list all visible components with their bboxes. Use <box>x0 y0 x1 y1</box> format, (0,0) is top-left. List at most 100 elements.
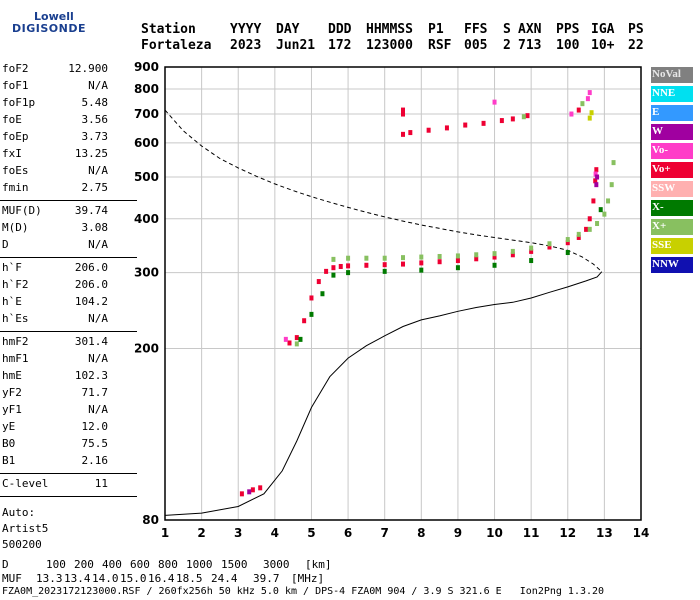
param-name: foEs <box>2 164 29 177</box>
auto-info-line: 500200 <box>2 538 42 551</box>
x-tick-label: 6 <box>344 526 352 540</box>
echo-mark <box>547 244 552 250</box>
muf-value: 13.4 <box>64 572 91 585</box>
x-tick-label: 7 <box>381 526 389 540</box>
echo-mark <box>529 245 534 251</box>
header-value: 005 <box>464 38 488 53</box>
header-value: 10+ <box>591 38 615 53</box>
echo-mark <box>444 125 449 131</box>
header-value: 100 <box>556 38 580 53</box>
param-value: 11 <box>94 477 108 490</box>
param-name: B0 <box>2 437 16 450</box>
echo-mark <box>580 101 585 107</box>
echo-mark <box>250 487 255 493</box>
header-value: 123000 <box>366 38 413 53</box>
echo-mark <box>320 291 325 297</box>
header-label: PS <box>628 22 644 37</box>
distance-row-label: D <box>2 558 9 571</box>
param-name: h`E <box>2 295 22 308</box>
echo-mark <box>510 252 515 258</box>
echo-mark <box>510 248 515 254</box>
header-label: P1 <box>428 22 444 37</box>
echo-mark <box>492 254 497 260</box>
section-divider <box>0 473 137 474</box>
echo-mark <box>298 336 303 342</box>
muf-row-label: MUF <box>2 572 22 585</box>
header-value: 2023 <box>230 38 262 53</box>
legend-entry: E <box>651 105 693 121</box>
echo-mark <box>474 252 479 258</box>
echo-mark <box>258 485 263 491</box>
echo-mark <box>593 178 598 184</box>
echo-mark <box>346 263 351 269</box>
distance-value: 400 <box>102 558 122 571</box>
echo-mark <box>565 250 570 256</box>
plot-frame <box>164 66 642 521</box>
param-name: hmF1 <box>2 352 29 365</box>
header-label: YYYY <box>230 22 262 37</box>
param-name: yF2 <box>2 386 22 399</box>
param-value: 3.73 <box>81 130 109 143</box>
header-value: Jun21 <box>276 38 316 53</box>
echo-mark <box>481 120 486 126</box>
param-value: 102.3 <box>74 369 108 382</box>
distance-value: 100 <box>46 558 66 571</box>
x-tick-label: 9 <box>454 526 462 540</box>
param-value: 5.48 <box>81 96 109 109</box>
muf-value: 13.3 <box>36 572 63 585</box>
legend-entry: Vo+ <box>651 162 693 178</box>
param-name: foF1p <box>2 96 36 109</box>
echo-mark <box>364 255 369 261</box>
echo-mark <box>565 240 570 246</box>
header-label: S <box>503 22 511 37</box>
echo-mark <box>426 127 431 133</box>
x-tick-label: 3 <box>234 526 242 540</box>
param-value: 3.08 <box>81 221 109 234</box>
echo-mark <box>594 167 599 173</box>
header-label: IGA <box>591 22 615 37</box>
echo-mark <box>576 234 581 240</box>
echo-mark <box>401 111 405 117</box>
echo-mark <box>346 255 351 261</box>
header-label: Station <box>141 22 196 37</box>
echo-mark <box>584 226 589 232</box>
echo-mark <box>598 207 603 213</box>
echo-mark <box>283 336 288 342</box>
y-tick-label: 700 <box>134 107 159 121</box>
echo-mark <box>294 341 299 347</box>
param-value: N/A <box>88 312 108 325</box>
echo-mark <box>587 115 592 121</box>
echo-mark <box>455 265 460 271</box>
param-value: 75.5 <box>81 437 109 450</box>
param-value: 301.4 <box>74 335 108 348</box>
x-tick-label: 8 <box>417 526 425 540</box>
distance-value: 200 <box>74 558 94 571</box>
echo-mark <box>602 211 607 217</box>
header-value: 713 <box>518 38 542 53</box>
legend-entry: X- <box>651 200 693 216</box>
echo-mark <box>382 255 387 261</box>
echo-mark <box>382 262 387 268</box>
param-name: C-level <box>2 477 49 490</box>
echo-mark <box>576 231 581 237</box>
echo-mark <box>455 258 460 264</box>
legend-entry: Vo- <box>651 143 693 159</box>
muf-unit: [MHz] <box>291 572 325 585</box>
echo-mark <box>499 118 504 124</box>
echo-mark <box>606 198 611 204</box>
param-value: 206.0 <box>74 261 108 274</box>
legend-label: SSW <box>652 182 676 194</box>
param-name: hmF2 <box>2 335 29 348</box>
header-label: DDD <box>328 22 352 37</box>
header-label: PPS <box>556 22 580 37</box>
logo-digisonde-text: DIGISONDE <box>12 22 86 35</box>
param-value: 2.75 <box>81 181 109 194</box>
profile-dashed-line <box>164 109 603 273</box>
muf-value: 14.0 <box>92 572 119 585</box>
distance-unit: [km] <box>305 558 332 571</box>
echo-mark <box>492 251 497 257</box>
x-tick-label: 12 <box>559 526 576 540</box>
echo-mark <box>492 262 497 268</box>
param-value: N/A <box>88 238 108 251</box>
